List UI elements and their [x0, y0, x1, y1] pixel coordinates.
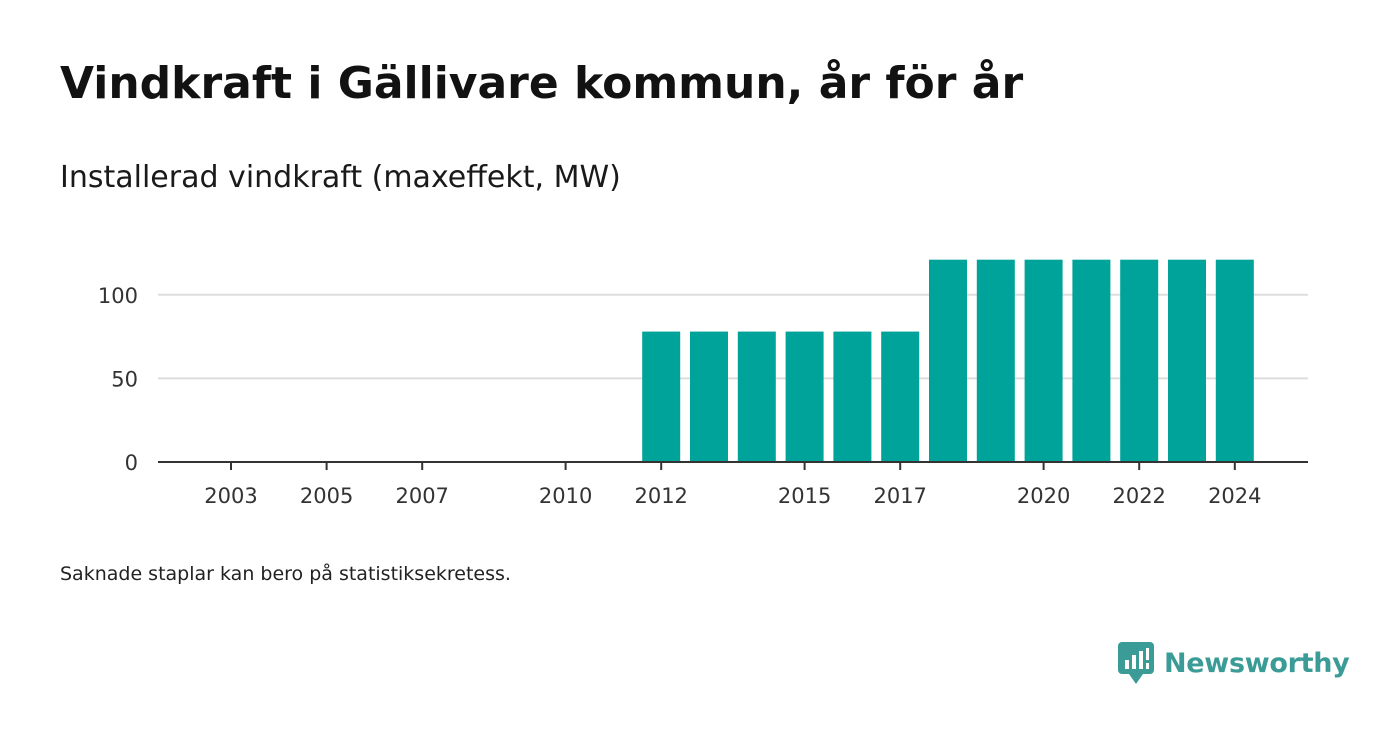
x-tick-label: 2024: [1208, 484, 1261, 508]
brand-name: Newsworthy: [1164, 647, 1350, 679]
bar: [1215, 259, 1254, 462]
x-tick-label: 2015: [778, 484, 831, 508]
x-tick-label: 2017: [873, 484, 926, 508]
y-tick-label: 50: [111, 367, 138, 391]
chart-title: Vindkraft i Gällivare kommun, år för år: [60, 58, 1024, 109]
bar: [690, 331, 728, 462]
x-tick-label: 2010: [539, 484, 592, 508]
bar: [642, 331, 681, 462]
axes: 0 50 100 2003 2005 2007 2010 2012 2015 2017 2020 20…: [98, 284, 1308, 508]
y-tick-label: 0: [125, 451, 138, 475]
x-tick-label: 2020: [1017, 484, 1070, 508]
x-tick-label: 2022: [1112, 484, 1165, 508]
bar: [881, 331, 920, 462]
y-tick-label: 100: [98, 284, 138, 308]
footnote: Saknade staplar kan bero på statistiksek…: [60, 563, 511, 585]
bar: [833, 331, 872, 462]
chart-subtitle: Installerad vindkraft (maxeffekt, MW): [60, 160, 621, 195]
x-tick-label: 2005: [300, 484, 353, 508]
newsworthy-logo-icon: [1118, 642, 1154, 684]
bar: [1120, 259, 1159, 462]
gridlines: [158, 293, 1308, 380]
bar: [785, 331, 824, 462]
bar: [929, 259, 967, 462]
x-tick-label: 2007: [395, 484, 448, 508]
x-tick-label: 2003: [204, 484, 257, 508]
bars: [642, 259, 1254, 462]
bar: [976, 259, 1015, 462]
bar: [1168, 259, 1206, 462]
bar: [737, 331, 776, 462]
brand-logo: Newsworthy: [1117, 640, 1350, 686]
x-tick-label: 2012: [634, 484, 687, 508]
bar: [1024, 259, 1063, 462]
bar: [1072, 259, 1111, 462]
